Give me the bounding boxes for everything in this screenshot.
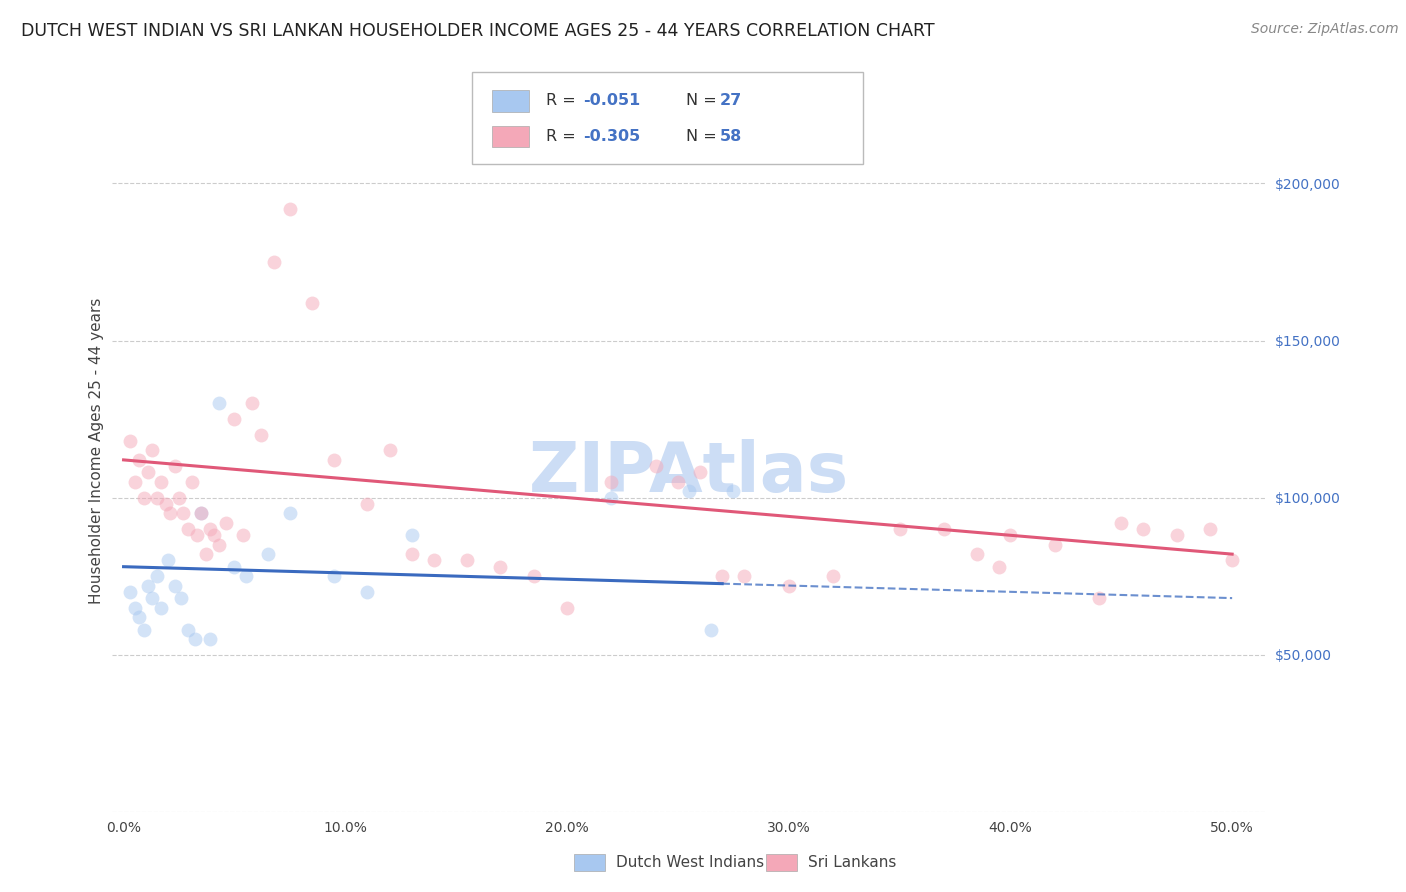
Point: [278, 202, 301, 216]
Text: DUTCH WEST INDIAN VS SRI LANKAN HOUSEHOLDER INCOME AGES 25 - 44 YEARS CORRELATIO: DUTCH WEST INDIAN VS SRI LANKAN HOUSEHOL…: [21, 22, 935, 40]
Point: [600, 491, 623, 505]
Text: ZIPAtlas: ZIPAtlas: [529, 439, 849, 506]
Point: [120, 584, 142, 599]
Point: [378, 443, 401, 458]
Point: [141, 443, 163, 458]
Point: [1000, 528, 1022, 542]
Point: [1199, 522, 1222, 536]
Point: [456, 553, 478, 567]
Point: [198, 522, 221, 536]
Point: [323, 569, 346, 583]
Point: [301, 295, 323, 310]
Point: [224, 412, 246, 426]
Point: [235, 569, 257, 583]
Text: Source: ZipAtlas.com: Source: ZipAtlas.com: [1251, 22, 1399, 37]
Point: [889, 522, 911, 536]
Point: [778, 578, 800, 592]
Point: [132, 491, 155, 505]
Point: [821, 569, 844, 583]
Point: [128, 453, 150, 467]
Point: [401, 547, 423, 561]
Point: [183, 632, 205, 646]
Point: [136, 578, 159, 592]
Text: -0.305: -0.305: [583, 129, 641, 144]
Point: [401, 528, 423, 542]
Point: [644, 459, 666, 474]
Point: [1166, 528, 1188, 542]
Point: [232, 528, 254, 542]
Point: [150, 600, 173, 615]
Point: [156, 553, 179, 567]
Point: [146, 491, 169, 505]
Point: [1111, 516, 1133, 530]
Point: [146, 569, 169, 583]
Point: [167, 491, 190, 505]
Point: [163, 578, 186, 592]
Point: [263, 255, 285, 269]
Point: [356, 497, 378, 511]
Text: Sri Lankans: Sri Lankans: [808, 855, 897, 870]
Point: [208, 538, 231, 552]
Point: [988, 559, 1011, 574]
Point: [256, 547, 278, 561]
Point: [600, 475, 623, 489]
Point: [723, 484, 745, 499]
Point: [523, 569, 546, 583]
Text: 58: 58: [720, 129, 742, 144]
Point: [159, 506, 181, 520]
Text: -0.051: -0.051: [583, 94, 641, 108]
Point: [136, 466, 159, 480]
Point: [170, 591, 193, 606]
Point: [190, 506, 212, 520]
Point: [700, 623, 723, 637]
Point: [932, 522, 955, 536]
Text: R =: R =: [546, 129, 581, 144]
Point: [172, 506, 194, 520]
Point: [356, 584, 378, 599]
Point: [181, 475, 204, 489]
Point: [155, 497, 177, 511]
Point: [150, 475, 173, 489]
Point: [733, 569, 755, 583]
Point: [198, 632, 221, 646]
Point: [177, 522, 200, 536]
Y-axis label: Householder Income Ages 25 - 44 years: Householder Income Ages 25 - 44 years: [89, 297, 104, 604]
Point: [132, 623, 155, 637]
Point: [250, 427, 273, 442]
Point: [1220, 553, 1243, 567]
Point: [128, 610, 150, 624]
Point: [124, 600, 146, 615]
Point: [120, 434, 142, 448]
Text: Dutch West Indians: Dutch West Indians: [616, 855, 763, 870]
Point: [423, 553, 446, 567]
Point: [204, 528, 226, 542]
Point: [278, 506, 301, 520]
Point: [186, 528, 208, 542]
Text: R =: R =: [546, 94, 581, 108]
Point: [163, 459, 186, 474]
Point: [177, 623, 200, 637]
Text: N =: N =: [686, 129, 723, 144]
Point: [689, 466, 711, 480]
Point: [1043, 538, 1066, 552]
Point: [1088, 591, 1111, 606]
Point: [214, 516, 236, 530]
Point: [678, 484, 700, 499]
Point: [966, 547, 988, 561]
Point: [208, 396, 231, 410]
Text: N =: N =: [686, 94, 723, 108]
Point: [141, 591, 163, 606]
Text: 27: 27: [720, 94, 742, 108]
Point: [1132, 522, 1154, 536]
Point: [555, 600, 578, 615]
Point: [240, 396, 263, 410]
Point: [323, 453, 346, 467]
Point: [489, 559, 512, 574]
Point: [666, 475, 689, 489]
Point: [124, 475, 146, 489]
Point: [190, 506, 212, 520]
Point: [194, 547, 217, 561]
Point: [224, 559, 246, 574]
Point: [711, 569, 734, 583]
